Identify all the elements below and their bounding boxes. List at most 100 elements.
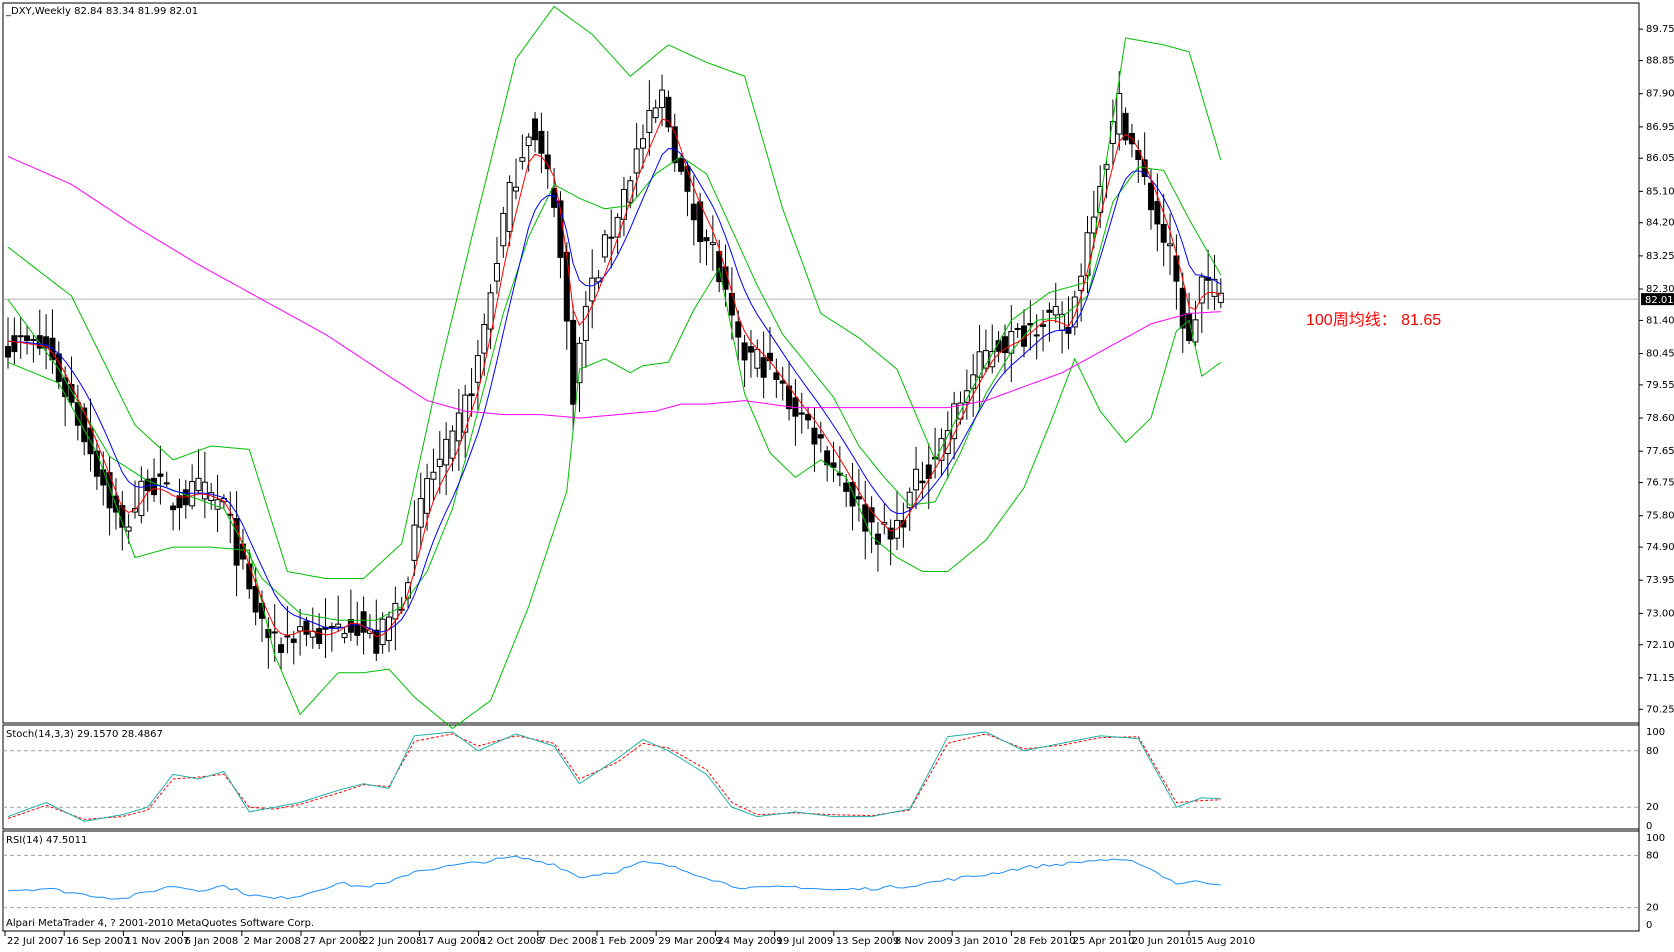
x-tick-label: 27 Apr 2008 [303,936,365,947]
candle [373,599,380,661]
candle [468,368,475,417]
candle-body-up [989,351,996,368]
candle-body-down [874,533,881,545]
candle [316,613,323,650]
candle [366,614,373,639]
candle [874,522,881,572]
x-tick-label: 12 Oct 2008 [481,936,543,947]
x-tick-label: 20 Jun 2010 [1132,936,1192,947]
candle [665,90,672,133]
candle-body-down [798,412,805,415]
candle [74,384,81,441]
candle [347,589,354,642]
x-tick-label: 1 Feb 2009 [599,936,655,947]
candle-body-up [976,351,983,378]
candle [887,519,894,566]
candle [741,334,748,387]
candle [760,331,767,399]
candle [1014,322,1021,338]
candle [138,466,145,524]
candle-body-down [5,346,11,358]
candle [271,604,278,662]
candle [913,446,920,510]
candle-body-up [519,157,526,162]
candle [1071,290,1078,336]
candle-body-down [760,357,767,378]
candle [182,479,189,519]
candle [938,428,945,477]
rsi-panel[interactable] [2,830,1640,932]
candle-body-up [195,477,202,492]
candle [836,446,843,487]
candle-body-up [601,234,608,258]
candle-body-down [1154,200,1161,225]
candle-body-down [1148,182,1154,211]
candle-body-up [341,633,348,639]
candle [43,314,50,370]
candle-body-up [633,148,640,174]
candle-body-up [163,482,170,485]
candle-body-down [68,384,75,403]
candle [601,229,608,263]
x-tick-label: 7 Dec 2008 [540,936,598,947]
candle [144,469,151,512]
candle-body-up [754,348,761,369]
stoch-panel[interactable] [2,724,1640,830]
axes: 89.75 88.85 87.90 86.95 86.05 85.10 84.20 83.25… [4,24,1674,947]
candle [1116,71,1123,151]
rsi-line [7,855,1221,900]
candle-body-down [1040,324,1047,327]
x-tick-label: 6 Jan 2008 [185,936,239,947]
candle [519,134,526,170]
candle-body-up [481,324,488,354]
candle-body-down [246,563,253,590]
candle [341,627,348,644]
y-tick-label: 86.95 [1646,122,1674,133]
candle-body-down [805,414,812,421]
x-tick-label: 15 Aug 2010 [1191,936,1255,947]
candle [1052,282,1059,323]
candle-body-up [646,109,653,133]
x-tick-label: 22 Jun 2008 [362,936,422,947]
candle-body-up [659,89,666,109]
candle [1179,272,1186,354]
candle-body-down [278,644,285,653]
candle [455,388,462,472]
candle [1192,300,1199,347]
candle-body-down [868,507,875,523]
x-tick-label: 24 May 2009 [717,936,782,947]
candle-body-down [919,480,926,484]
candle [119,491,126,551]
candle-body-down [170,505,177,511]
candle-body-up [30,338,37,341]
candle-body-up [1116,92,1123,135]
candle-body-down [62,377,69,398]
candle-body-down [716,251,723,283]
main-panel[interactable] [2,2,1640,724]
candle [773,358,780,398]
candle-body-up [417,497,424,528]
candle-body-down [684,166,691,192]
candle-body-down [900,519,907,528]
candle-body-up [951,403,958,440]
y-tick-label: 86.05 [1646,153,1674,164]
candle [176,478,183,531]
candle [792,378,799,446]
candle-body-up [1052,306,1059,316]
candle [265,617,272,669]
y-tick-label: 75.80 [1646,511,1674,522]
candle-body-up [963,390,970,403]
candle-body-down [176,495,183,509]
main-title: _DXY,Weekly 82.84 83.34 81.99 82.01 [5,6,198,17]
candle-body-down [271,631,278,634]
candle [532,111,539,153]
x-tick-label: 25 Apr 2010 [1073,936,1135,947]
stoch-level-label: 80 [1646,746,1659,757]
candle-body-up [335,623,342,628]
ma-red-line [7,118,1222,638]
x-tick-label: 29 Mar 2009 [658,936,721,947]
candle-body-up [493,262,500,282]
candle-body-up [201,481,208,500]
candle [328,622,335,652]
candle [970,353,977,417]
